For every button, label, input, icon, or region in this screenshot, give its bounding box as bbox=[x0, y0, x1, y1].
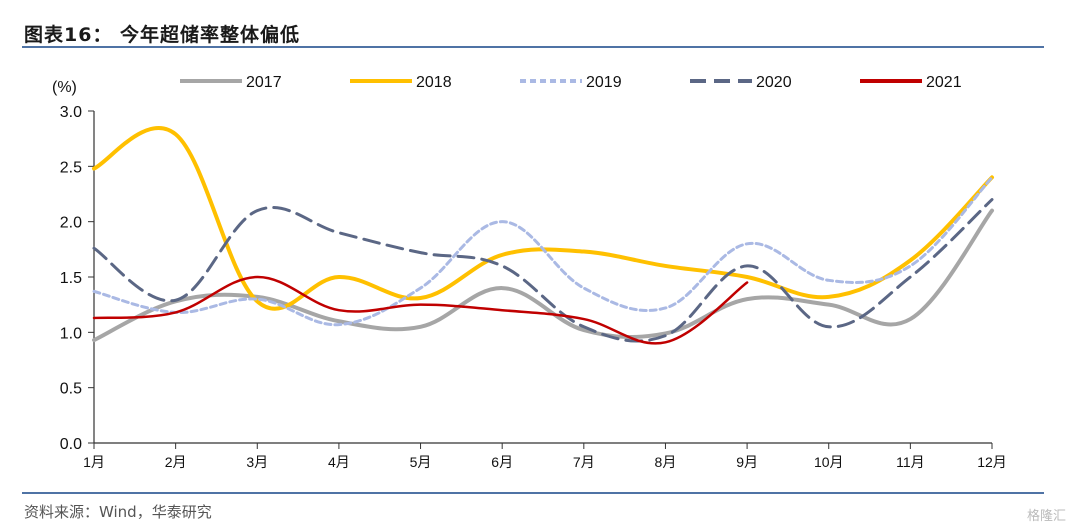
x-tick-label: 5月 bbox=[410, 454, 432, 470]
y-tick-label: 0.0 bbox=[60, 436, 82, 453]
y-tick-label: 2.0 bbox=[60, 215, 82, 232]
x-tick-label: 11月 bbox=[896, 454, 925, 470]
x-tick-label: 12月 bbox=[977, 454, 1007, 470]
legend-label-2020: 2020 bbox=[756, 74, 792, 91]
x-tick-label: 8月 bbox=[655, 454, 677, 470]
x-tick-label: 7月 bbox=[573, 454, 595, 470]
source-note: 资料来源：Wind，华泰研究 bbox=[24, 503, 212, 521]
series-line-2019 bbox=[92, 175, 994, 327]
legend-label-2019: 2019 bbox=[586, 74, 622, 91]
y-tick-label: 1.0 bbox=[60, 325, 82, 342]
series-line-2020 bbox=[92, 198, 994, 343]
x-tick-label: 9月 bbox=[736, 454, 758, 470]
y-tick-label: 2.5 bbox=[60, 159, 82, 176]
series-line-2021 bbox=[92, 275, 749, 345]
footer-divider bbox=[22, 492, 1044, 494]
x-tick-label: 1月 bbox=[83, 454, 105, 470]
series-line-2017 bbox=[92, 208, 994, 343]
y-tick-label: 0.5 bbox=[60, 381, 82, 398]
y-axis-label: (%) bbox=[52, 79, 77, 96]
legend-label-2018: 2018 bbox=[416, 74, 452, 91]
y-tick-label: 3.0 bbox=[60, 104, 82, 121]
x-tick-label: 4月 bbox=[328, 454, 350, 470]
y-tick-label: 1.5 bbox=[60, 270, 82, 287]
title-divider bbox=[22, 46, 1044, 48]
series-line-2018 bbox=[92, 126, 994, 311]
x-tick-label: 2月 bbox=[165, 454, 187, 470]
x-tick-label: 10月 bbox=[814, 454, 844, 470]
x-tick-label: 3月 bbox=[246, 454, 268, 470]
watermark-logo: 格隆汇 bbox=[1026, 509, 1066, 524]
chart-title: 图表16： 今年超储率整体偏低 bbox=[24, 24, 301, 46]
x-tick-label: 6月 bbox=[491, 454, 513, 470]
legend-label-2021: 2021 bbox=[926, 74, 962, 91]
legend-label-2017: 2017 bbox=[246, 74, 282, 91]
